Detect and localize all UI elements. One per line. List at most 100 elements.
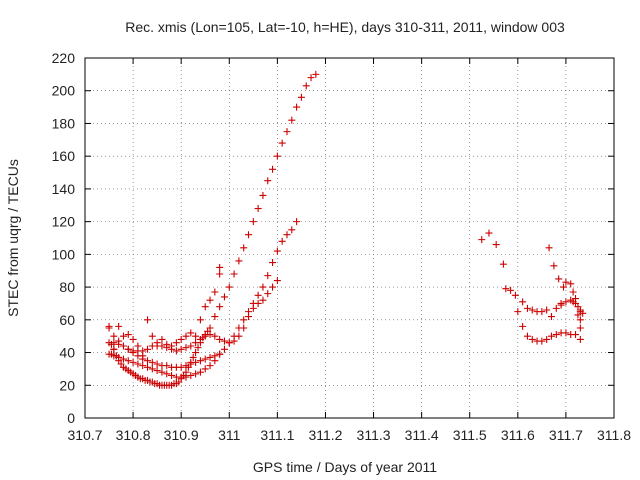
- data-point: [192, 358, 200, 366]
- x-tick-label: 311.6: [501, 427, 535, 443]
- data-point: [562, 329, 570, 337]
- data-point: [293, 103, 301, 111]
- x-tick-label: 311.3: [357, 427, 391, 443]
- x-tick-label: 311.7: [549, 427, 583, 443]
- data-point: [225, 339, 233, 347]
- data-point: [269, 165, 277, 173]
- data-point: [312, 70, 320, 78]
- data-point: [562, 298, 570, 306]
- data-point: [288, 116, 296, 124]
- data-point: [134, 360, 142, 368]
- x-tick-label: 310.9: [164, 427, 199, 443]
- data-point: [235, 257, 243, 265]
- data-point: [538, 308, 546, 316]
- data-point: [478, 236, 486, 244]
- data-point: [567, 280, 575, 288]
- data-point: [177, 335, 185, 343]
- data-point: [182, 332, 190, 340]
- data-point: [552, 304, 560, 312]
- x-tick-labels: 310.7 310.8 310.9 311 311.1 311.2 311.3 311.4 31…: [67, 427, 631, 443]
- data-point: [245, 231, 253, 239]
- y-tick-label: 120: [52, 214, 76, 230]
- data-point: [557, 301, 565, 309]
- data-point: [110, 332, 118, 340]
- data-point: [177, 345, 185, 353]
- data-point: [273, 247, 281, 255]
- data-point: [264, 290, 272, 298]
- data-point: [119, 342, 127, 350]
- data-point: [254, 205, 262, 213]
- data-point: [216, 263, 224, 271]
- data-point: [206, 331, 214, 339]
- data-point: [172, 347, 180, 355]
- data-point: [572, 299, 580, 307]
- data-point: [119, 332, 127, 340]
- data-point: [192, 339, 200, 347]
- data-point: [182, 344, 190, 352]
- data-point: [129, 358, 137, 366]
- data-points: [105, 70, 587, 389]
- data-point: [158, 342, 166, 350]
- data-point: [153, 339, 161, 347]
- data-point: [574, 311, 582, 319]
- data-point: [144, 363, 152, 371]
- data-point: [124, 345, 132, 353]
- data-point: [168, 371, 176, 379]
- data-point: [134, 342, 142, 350]
- data-point: [283, 231, 291, 239]
- x-tick-label: 311.4: [405, 427, 439, 443]
- data-point: [158, 368, 166, 376]
- data-point: [177, 363, 185, 371]
- data-point: [528, 335, 536, 343]
- data-point: [528, 306, 536, 314]
- y-tick-label: 0: [67, 410, 75, 426]
- data-point: [485, 229, 493, 237]
- data-point: [264, 177, 272, 185]
- data-point: [547, 332, 555, 340]
- y-tick-label: 40: [59, 345, 75, 361]
- data-point: [230, 270, 238, 278]
- data-point: [206, 353, 214, 361]
- data-point: [249, 299, 257, 307]
- data-point: [230, 332, 238, 340]
- data-point: [187, 329, 195, 337]
- data-point: [129, 349, 137, 357]
- data-point: [225, 283, 233, 291]
- data-point: [502, 285, 510, 293]
- data-point: [254, 291, 262, 299]
- y-axis-title: STEC from uqrg / TECUs: [5, 159, 21, 317]
- data-point: [196, 316, 204, 324]
- data-point: [144, 345, 152, 353]
- data-point: [220, 293, 228, 301]
- data-point: [192, 370, 200, 378]
- data-point: [144, 357, 152, 365]
- y-tick-label: 100: [52, 246, 76, 262]
- data-point: [569, 288, 577, 296]
- data-point: [302, 82, 310, 90]
- data-point: [555, 275, 563, 283]
- y-tick-label: 220: [52, 50, 76, 66]
- data-point: [545, 244, 553, 252]
- data-point: [240, 316, 248, 324]
- data-point: [194, 344, 202, 352]
- data-point: [550, 262, 558, 270]
- y-tick-label: 160: [52, 148, 76, 164]
- data-point: [519, 298, 527, 306]
- data-point: [158, 335, 166, 343]
- data-point: [519, 322, 527, 330]
- data-point: [297, 93, 305, 101]
- data-point: [216, 270, 224, 278]
- data-point: [576, 335, 584, 343]
- data-point: [259, 191, 267, 199]
- data-point: [211, 313, 219, 321]
- data-point: [201, 365, 209, 373]
- data-point: [115, 337, 123, 345]
- data-point: [187, 360, 195, 368]
- data-point: [283, 128, 291, 136]
- data-point: [124, 357, 132, 365]
- data-point: [543, 306, 551, 314]
- data-point: [273, 152, 281, 160]
- data-point: [201, 332, 209, 340]
- data-point: [560, 283, 568, 291]
